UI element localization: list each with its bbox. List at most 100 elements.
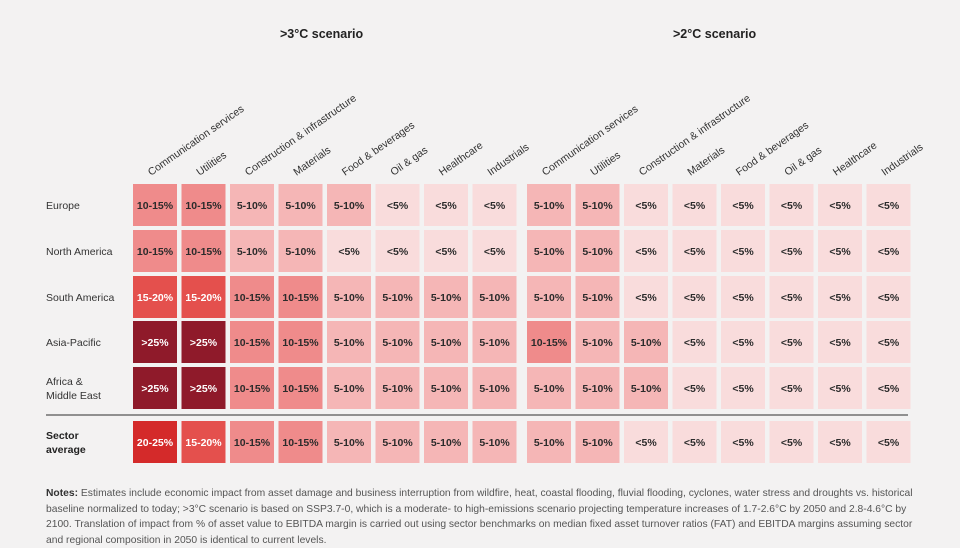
- heatmap-cell-label: 5-10%: [534, 246, 565, 258]
- heatmap-cell: [672, 184, 717, 226]
- heatmap-cell-label: 15-20%: [137, 292, 174, 304]
- heatmap-cell-label: 5-10%: [534, 200, 565, 212]
- heatmap-cell: [866, 276, 911, 318]
- heatmap-cell: [133, 276, 177, 318]
- heatmap-cell-label: <5%: [484, 246, 506, 258]
- heatmap-cell: [818, 321, 862, 363]
- heatmap-cell: [624, 230, 668, 272]
- heatmap-cell: [575, 184, 620, 226]
- heatmap-cell-label: 5-10%: [431, 337, 462, 349]
- scenario-title-3c: >3°C scenario: [280, 27, 364, 41]
- average-cell: [181, 421, 226, 463]
- heatmap-cell-label: >25%: [141, 383, 169, 395]
- heatmap-cell: [424, 367, 468, 409]
- heatmap-cell-label: <5%: [635, 200, 657, 212]
- heatmap-cell: [278, 230, 323, 272]
- heatmap-cell-label: <5%: [635, 246, 657, 258]
- heatmap-cell: [527, 367, 571, 409]
- heatmap-cell-label: 5-10%: [479, 292, 510, 304]
- heatmap-cell-label: 5-10%: [382, 383, 413, 395]
- heatmap-cell-label: <5%: [781, 246, 803, 258]
- heatmap-cell-label: <5%: [387, 246, 409, 258]
- heatmap-cell-label: 10-15%: [234, 383, 271, 395]
- sector-header: Materials: [685, 144, 727, 178]
- average-cell-label: 20-25%: [137, 437, 174, 449]
- heatmap-cell-label: <5%: [684, 246, 706, 258]
- average-cell: [624, 421, 668, 463]
- heatmap-cell: [624, 184, 668, 226]
- heatmap-cell-label: 10-15%: [282, 292, 319, 304]
- sector-header: Industrials: [879, 141, 925, 178]
- heatmap-cell-label: >25%: [190, 337, 218, 349]
- heatmap-cell: [721, 367, 765, 409]
- heatmap-cell-label: 5-10%: [334, 292, 365, 304]
- heatmap-cell: [472, 230, 517, 272]
- heatmap-cell-label: 5-10%: [334, 337, 365, 349]
- heatmap-cell-label: <5%: [829, 383, 851, 395]
- heatmap-cell-label: 5-10%: [479, 337, 510, 349]
- heatmap-cell-label: <5%: [829, 292, 851, 304]
- heatmap-cell: [278, 367, 323, 409]
- average-cell-label: 5-10%: [582, 437, 613, 449]
- heatmap-cell-label: 5-10%: [534, 292, 565, 304]
- average-label: Sector average: [46, 430, 86, 456]
- heatmap-cell-label: <5%: [684, 200, 706, 212]
- heatmap-cell-label: <5%: [435, 200, 457, 212]
- sector-header: Oil & gas: [388, 144, 430, 178]
- heatmap-cell-label: <5%: [781, 200, 803, 212]
- average-cell-label: <5%: [878, 437, 900, 449]
- heatmap-cell-label: <5%: [781, 292, 803, 304]
- heatmap-cell: [575, 230, 620, 272]
- heatmap-cell: [278, 276, 323, 318]
- heatmap-cell: [721, 230, 765, 272]
- heatmap-cell: [230, 367, 274, 409]
- heatmap-cell: [472, 276, 517, 318]
- heatmap-cell: [375, 184, 420, 226]
- heatmap-cell: [672, 276, 717, 318]
- heatmap-cell-label: 5-10%: [237, 246, 268, 258]
- heatmap-cell-label: 5-10%: [285, 246, 316, 258]
- heatmap-cell-label: <5%: [829, 246, 851, 258]
- average-cell: [818, 421, 862, 463]
- heatmap-cell: [721, 276, 765, 318]
- heatmap-cell: [672, 230, 717, 272]
- heatmap-cell-label: <5%: [387, 200, 409, 212]
- heatmap-cell-label: <5%: [878, 337, 900, 349]
- heatmap-cell-label: <5%: [878, 292, 900, 304]
- heatmap-cell: [818, 367, 862, 409]
- average-cell: [472, 421, 517, 463]
- heatmap-cell-label: 5-10%: [582, 246, 613, 258]
- heatmap-cell-label: 5-10%: [237, 200, 268, 212]
- average-cell: [230, 421, 274, 463]
- heatmap-cell: [327, 321, 371, 363]
- heatmap-cell-label: <5%: [732, 292, 754, 304]
- heatmap-cell: [278, 321, 323, 363]
- heatmap-cell-label: <5%: [732, 200, 754, 212]
- heatmap-cell-label: 5-10%: [431, 292, 462, 304]
- heatmap-cell-label: <5%: [878, 246, 900, 258]
- heatmap-cell-label: 5-10%: [582, 383, 613, 395]
- heatmap-cell-label: <5%: [684, 337, 706, 349]
- average-cell: [769, 421, 814, 463]
- average-cell-label: 5-10%: [431, 437, 462, 449]
- heatmap-cell: [769, 276, 814, 318]
- heatmap-cell-label: 10-15%: [185, 200, 222, 212]
- heatmap-cell-label: 5-10%: [334, 383, 365, 395]
- heatmap-cell: [769, 184, 814, 226]
- heatmap-cell-label: 10-15%: [282, 383, 319, 395]
- heatmap-cell: [181, 367, 226, 409]
- heatmap-cell: [721, 321, 765, 363]
- heatmap-cell-label: <5%: [781, 383, 803, 395]
- heatmap-cell: [424, 230, 468, 272]
- heatmap-cell-label: <5%: [732, 246, 754, 258]
- notes-label: Notes:: [46, 488, 79, 499]
- notes: Notes: Estimates include economic impact…: [46, 486, 916, 548]
- heatmap-cell: [527, 184, 571, 226]
- heatmap-cell: [375, 276, 420, 318]
- sector-header: Utilities: [588, 149, 623, 178]
- sector-header: Utilities: [194, 149, 229, 178]
- notes-text: Estimates include economic impact from a…: [46, 488, 913, 546]
- heatmap-cell: [624, 367, 668, 409]
- heatmap-cell: [375, 367, 420, 409]
- heatmap-cell: [472, 321, 517, 363]
